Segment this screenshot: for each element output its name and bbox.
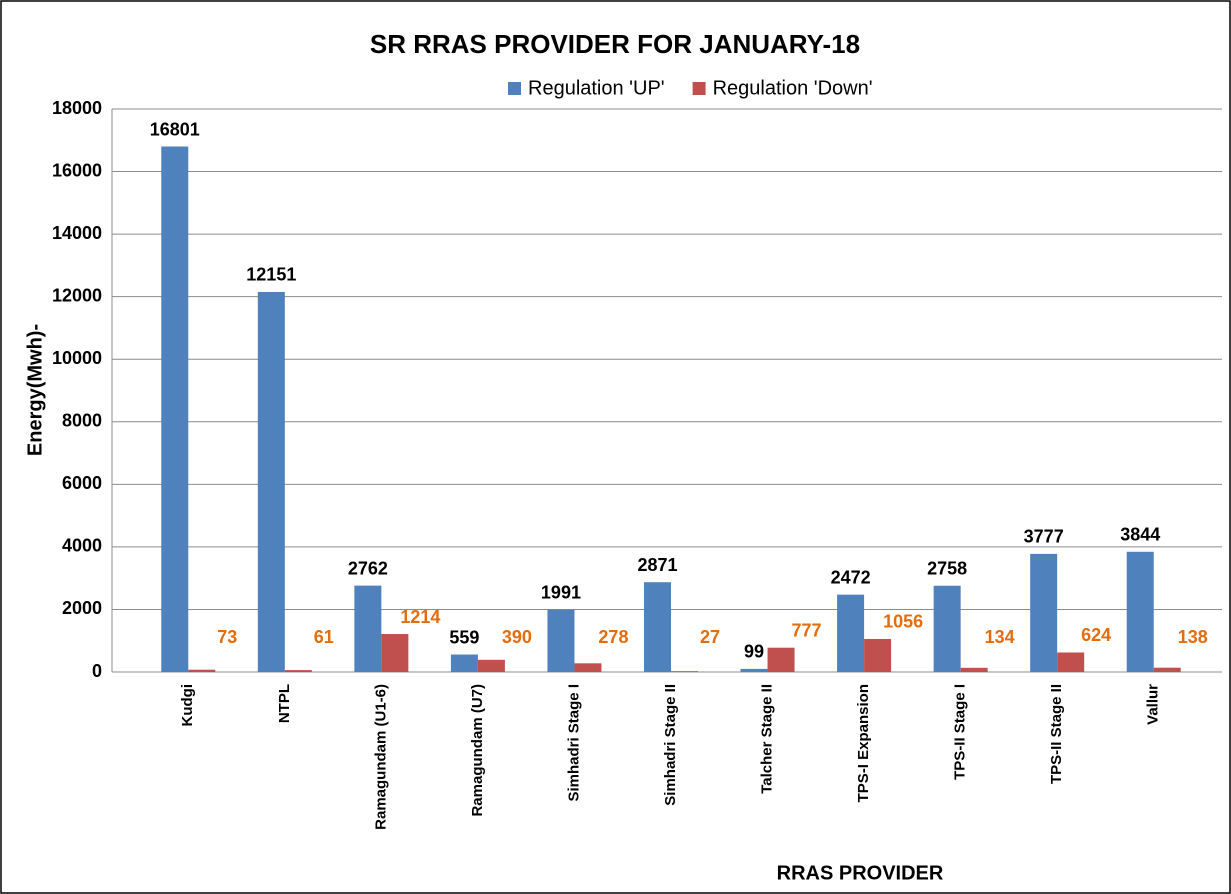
bar	[740, 668, 768, 672]
x-tick-label: Simhadri Stage II	[662, 684, 679, 806]
data-label: 138	[1178, 627, 1208, 647]
bar	[644, 582, 671, 672]
bar	[381, 634, 409, 672]
data-label: 390	[502, 627, 532, 647]
bar	[864, 638, 892, 672]
bar	[1030, 553, 1058, 672]
x-tick-label: TPS-I Expansion	[855, 684, 872, 802]
y-tick-label: 4000	[62, 536, 102, 556]
data-label: 2472	[831, 567, 871, 587]
data-label: 2762	[348, 558, 388, 578]
x-tick-label: Ramagundam (U1-6)	[372, 684, 389, 830]
bar	[1153, 667, 1181, 672]
x-tick-label: NTPL	[276, 684, 293, 723]
data-label: 73	[217, 627, 237, 647]
bar	[671, 671, 698, 672]
y-tick-label: 14000	[52, 223, 102, 243]
x-axis-title: RRAS PROVIDER	[777, 862, 944, 884]
y-tick-label: 8000	[62, 411, 102, 431]
y-tick-label: 18000	[52, 98, 102, 118]
bar	[960, 667, 988, 672]
y-tick-label: 16000	[52, 160, 102, 180]
bar	[477, 659, 505, 672]
bar	[354, 585, 382, 672]
y-tick-label: 6000	[62, 473, 102, 493]
x-tick-label: Kudgi	[179, 684, 196, 727]
data-label: 1056	[883, 612, 923, 632]
data-label: 559	[449, 627, 479, 647]
y-axis-title: Energy(Mwh)-	[24, 324, 46, 456]
legend-swatch	[692, 82, 706, 95]
data-label: 1991	[541, 582, 581, 602]
y-tick-label: 0	[92, 661, 102, 681]
bar	[161, 146, 189, 672]
data-label: 1214	[400, 607, 440, 627]
bar	[767, 647, 795, 672]
bar	[257, 291, 285, 672]
legend-label: Regulation 'UP'	[528, 77, 665, 99]
data-label: 624	[1081, 625, 1111, 645]
bar	[1057, 652, 1085, 672]
data-label: 16801	[150, 119, 200, 139]
data-label: 61	[314, 627, 334, 647]
y-tick-label: 10000	[52, 348, 102, 368]
bar	[188, 669, 216, 672]
data-label: 134	[985, 627, 1015, 647]
bar	[933, 585, 961, 672]
x-tick-label: TPS-II Stage I	[952, 684, 969, 780]
data-label: 27	[700, 627, 720, 647]
data-label: 2871	[637, 555, 677, 575]
x-tick-label: Talcher Stage II	[759, 684, 776, 794]
x-tick-label: Simhadri Stage I	[565, 684, 582, 802]
data-label: 99	[744, 642, 764, 662]
data-label: 777	[792, 620, 822, 640]
data-label: 3777	[1024, 527, 1064, 547]
bar	[837, 594, 865, 672]
data-label: 3844	[1120, 525, 1160, 545]
data-label: 2758	[927, 558, 967, 578]
y-tick-label: 2000	[62, 598, 102, 618]
bar	[1126, 551, 1154, 672]
data-label: 278	[598, 627, 628, 647]
chart-title: SR RRAS PROVIDER FOR JANUARY-18	[370, 29, 860, 59]
y-tick-label: 12000	[52, 285, 102, 305]
legend-label: Regulation 'Down'	[713, 77, 873, 99]
bar	[574, 663, 602, 672]
bar	[547, 609, 575, 672]
data-label: 12151	[246, 265, 296, 285]
x-tick-label: TPS-II Stage II	[1048, 684, 1065, 784]
x-tick-label: Ramagundam (U7)	[469, 684, 486, 817]
bar	[284, 670, 312, 672]
legend-swatch	[508, 82, 521, 95]
x-tick-label: Vallur	[1145, 684, 1162, 725]
bar	[450, 654, 478, 672]
